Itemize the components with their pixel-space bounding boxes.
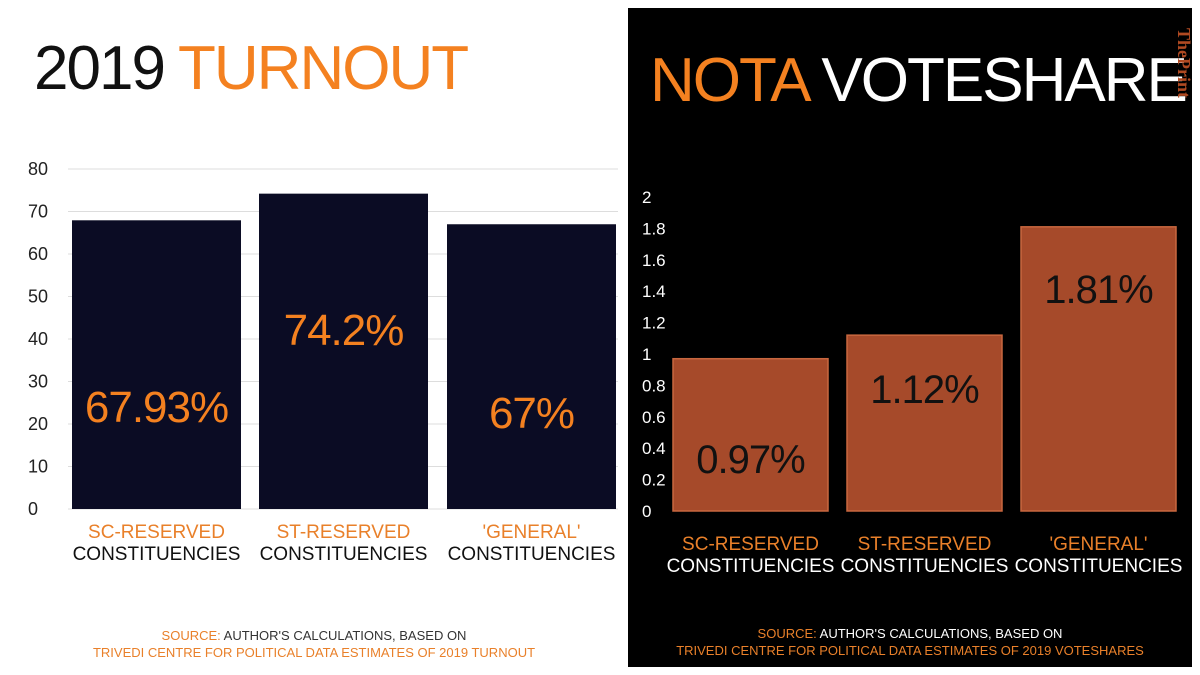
turnout-bar	[447, 224, 616, 509]
turnout-y-tick-label: 50	[28, 287, 48, 307]
nota-y-tick-label: 1.4	[642, 282, 666, 301]
nota-title: NOTA VOTESHARE	[650, 50, 1188, 112]
nota-y-tick-label: 0.4	[642, 439, 666, 458]
turnout-data-label: 74.2%	[284, 306, 404, 355]
turnout-category-line2: CONSTITUENCIES	[259, 544, 428, 565]
nota-category-label: ST-RESERVED CONSTITUENCIES	[835, 534, 1015, 578]
nota-y-tick-label: 1.2	[642, 314, 666, 333]
turnout-bar	[259, 193, 428, 509]
nota-y-tick-label: 0.2	[642, 471, 666, 490]
nota-y-tick-label: 1	[642, 345, 651, 364]
nota-bar-chart: 0 0.2 0.4 0.6 0.8 1 1.2 1.4 1.6 1.8 2 0.97% 1.12% 1.8…	[642, 188, 1177, 521]
turnout-category-line1: ST-RESERVED	[276, 522, 411, 543]
nota-bar	[1020, 226, 1177, 512]
turnout-category-label: ST-RESERVED CONSTITUENCIES	[254, 522, 434, 566]
nota-y-tick-label: 0.8	[642, 376, 666, 395]
nota-source-line2: TRIVEDI CENTRE FOR POLITICAL DATA ESTIMA…	[676, 643, 1144, 658]
turnout-category-label: SC-RESERVED CONSTITUENCIES	[67, 522, 247, 566]
turnout-y-tick-label: 0	[28, 499, 38, 519]
turnout-category-line1: 'GENERAL'	[482, 522, 581, 543]
turnout-title-plain: 2019	[34, 34, 179, 103]
nota-panel: NOTA VOTESHARE ThePrint 0 0.2 0.4 0.6 0.8 1 1.…	[628, 8, 1194, 667]
nota-y-tick-label: 1.6	[642, 251, 666, 270]
turnout-bar	[72, 220, 241, 510]
nota-source-text: AUTHOR'S CALCULATIONS, BASED ON	[816, 626, 1063, 641]
turnout-title: 2019 TURNOUT	[34, 38, 469, 100]
nota-category-line1: 'GENERAL'	[1049, 534, 1148, 555]
nota-data-label: 1.81%	[1044, 268, 1153, 312]
turnout-category-line2: CONSTITUENCIES	[447, 544, 616, 565]
nota-source-note: SOURCE: AUTHOR'S CALCULATIONS, BASED ON …	[628, 625, 1192, 659]
turnout-title-accent: TURNOUT	[178, 34, 469, 103]
turnout-source-label: SOURCE:	[161, 628, 221, 643]
nota-category-line2: CONSTITUENCIES	[666, 556, 835, 577]
turnout-y-tick-label: 30	[28, 372, 48, 392]
nota-y-tick-label: 1.8	[642, 219, 666, 238]
nota-y-tick-label: 0.6	[642, 408, 666, 427]
theprint-logo: ThePrint	[1174, 28, 1194, 98]
nota-data-label: 0.97%	[696, 438, 805, 482]
nota-category-line2: CONSTITUENCIES	[1014, 556, 1183, 577]
nota-category-label: 'GENERAL' CONSTITUENCIES	[1009, 534, 1189, 578]
nota-source-label: SOURCE:	[757, 626, 817, 641]
nota-category-line1: ST-RESERVED	[857, 534, 992, 555]
nota-data-label: 1.12%	[870, 368, 979, 412]
turnout-y-tick-label: 10	[28, 457, 48, 477]
turnout-data-label: 67.93%	[85, 383, 228, 432]
nota-bar	[672, 357, 829, 512]
nota-y-tick-label: 2	[642, 188, 651, 207]
turnout-category-label: 'GENERAL' CONSTITUENCIES	[442, 522, 622, 566]
turnout-bar-chart: 0 10 20 30 40 50 60 70 80 67.93% 74.2% 67%	[28, 159, 618, 519]
nota-title-accent: NOTA	[650, 46, 808, 115]
nota-title-plain: VOTESHARE	[806, 46, 1187, 115]
turnout-category-line2: CONSTITUENCIES	[72, 544, 241, 565]
turnout-y-tick-label: 20	[28, 414, 48, 434]
nota-category-line1: SC-RESERVED	[682, 534, 819, 555]
turnout-panel: 2019 TURNOUT 0 10 20 30 40 50 60 70 80 67.93% 74.2…	[0, 37, 628, 661]
nota-category-label: SC-RESERVED CONSTITUENCIES	[661, 534, 841, 578]
turnout-y-tick-label: 60	[28, 244, 48, 264]
turnout-source-note: SOURCE: AUTHOR'S CALCULATIONS, BASED ON …	[0, 627, 628, 661]
turnout-source-text: AUTHOR'S CALCULATIONS, BASED ON	[220, 628, 467, 643]
turnout-y-tick-label: 70	[28, 202, 48, 222]
turnout-category-line1: SC-RESERVED	[88, 522, 225, 543]
nota-category-line2: CONSTITUENCIES	[840, 556, 1009, 577]
turnout-y-tick-label: 80	[28, 159, 48, 179]
nota-bar	[846, 334, 1003, 512]
turnout-data-label: 67%	[489, 389, 574, 438]
nota-y-tick-label: 0	[642, 502, 651, 521]
turnout-y-tick-label: 40	[28, 329, 48, 349]
turnout-source-line2: TRIVEDI CENTRE FOR POLITICAL DATA ESTIMA…	[92, 645, 536, 660]
